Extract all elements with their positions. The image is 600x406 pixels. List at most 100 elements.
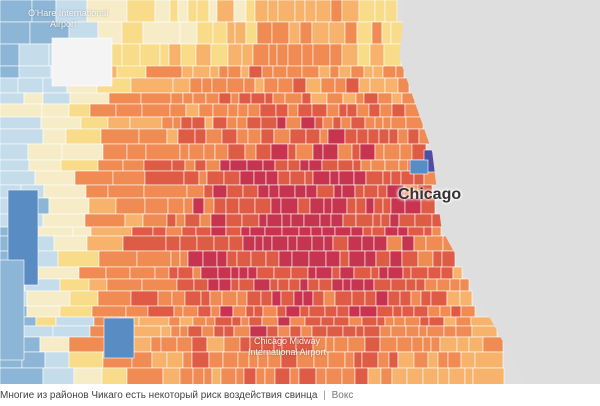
census-tract[interactable] [413, 351, 429, 369]
census-tract[interactable] [103, 317, 135, 359]
census-tract[interactable] [105, 266, 131, 280]
census-tract[interactable] [289, 128, 307, 145]
census-tract[interactable] [203, 197, 215, 215]
census-tract[interactable] [285, 305, 301, 318]
census-tract[interactable] [101, 367, 128, 384]
census-tract[interactable] [265, 250, 280, 268]
census-tract[interactable] [131, 351, 153, 369]
census-tract[interactable] [447, 351, 462, 369]
census-tract[interactable] [256, 266, 275, 280]
census-tract[interactable] [365, 170, 384, 186]
census-tract[interactable] [330, 0, 343, 23]
census-tract[interactable] [464, 367, 474, 384]
census-tract[interactable] [377, 92, 393, 105]
census-tract[interactable] [425, 235, 444, 252]
census-tract[interactable] [358, 0, 376, 23]
census-tract[interactable] [184, 213, 201, 228]
census-tract[interactable] [405, 116, 424, 130]
census-tract[interactable] [26, 305, 61, 318]
census-tract[interactable] [201, 77, 213, 94]
census-tract[interactable] [308, 305, 326, 318]
census-tract[interactable] [426, 325, 445, 338]
census-tract[interactable] [260, 116, 278, 130]
census-tract[interactable] [277, 316, 291, 327]
census-tract[interactable] [180, 116, 193, 130]
census-tract[interactable] [293, 290, 304, 307]
census-tract[interactable] [205, 159, 221, 172]
census-tract[interactable] [108, 92, 142, 105]
census-tract[interactable] [141, 103, 171, 118]
census-tract[interactable] [355, 197, 367, 215]
census-tract[interactable] [216, 250, 228, 268]
census-tract[interactable] [378, 266, 389, 280]
census-tract[interactable] [208, 0, 218, 23]
census-tract[interactable] [374, 116, 384, 130]
census-tract[interactable] [344, 351, 355, 369]
census-tract[interactable] [310, 92, 328, 105]
census-tract[interactable] [391, 103, 406, 118]
census-tract[interactable] [350, 65, 365, 79]
census-tract[interactable] [221, 128, 238, 145]
census-tract[interactable] [401, 305, 415, 318]
census-tract[interactable] [209, 65, 220, 79]
census-tract[interactable] [238, 278, 255, 292]
census-tract[interactable] [372, 213, 382, 228]
census-tract[interactable] [197, 305, 212, 318]
census-tract[interactable] [69, 290, 99, 307]
census-tract[interactable] [338, 65, 352, 79]
census-tract[interactable] [216, 0, 235, 23]
census-tract[interactable] [264, 92, 274, 105]
census-tract[interactable] [210, 305, 221, 318]
census-tract[interactable] [393, 316, 406, 327]
census-tract[interactable] [359, 143, 376, 161]
census-tract[interactable] [346, 103, 358, 118]
census-tract[interactable] [166, 128, 179, 145]
census-tract[interactable] [377, 184, 388, 199]
census-tract[interactable] [405, 325, 420, 338]
census-tract[interactable] [404, 316, 421, 327]
census-tract[interactable] [450, 305, 462, 318]
census-tract[interactable] [97, 290, 132, 307]
census-tract[interactable] [225, 213, 243, 228]
census-tract[interactable] [286, 65, 303, 79]
census-tract[interactable] [167, 197, 185, 215]
census-tract[interactable] [243, 77, 256, 94]
census-tract[interactable] [0, 103, 43, 118]
census-tract[interactable] [18, 43, 50, 67]
census-tract[interactable] [340, 116, 352, 130]
census-tract[interactable] [227, 143, 246, 161]
census-tract[interactable] [270, 143, 289, 161]
census-tract[interactable] [28, 159, 62, 172]
census-tract[interactable] [323, 197, 333, 215]
census-tract[interactable] [245, 0, 256, 23]
census-tract[interactable] [205, 92, 220, 105]
census-tract[interactable] [315, 0, 332, 23]
census-tract[interactable] [338, 170, 355, 186]
census-tract[interactable] [203, 184, 214, 199]
census-tract[interactable] [208, 351, 224, 369]
census-tract[interactable] [415, 278, 426, 292]
census-tract[interactable] [236, 250, 252, 268]
census-tract[interactable] [356, 103, 370, 118]
census-tract[interactable] [324, 305, 338, 318]
census-tract[interactable] [187, 325, 203, 338]
census-tract[interactable] [35, 266, 80, 280]
census-tract[interactable] [241, 43, 254, 67]
census-tract[interactable] [55, 316, 95, 327]
census-tract[interactable] [337, 143, 353, 161]
census-tract[interactable] [274, 367, 291, 384]
census-tract[interactable] [73, 367, 103, 384]
census-tract[interactable] [240, 316, 250, 327]
census-tract[interactable] [147, 305, 175, 318]
census-tract[interactable] [27, 143, 63, 161]
census-tract[interactable] [254, 235, 264, 252]
census-tract[interactable] [204, 116, 214, 130]
census-tract[interactable] [84, 213, 126, 228]
census-tract[interactable] [225, 226, 242, 237]
census-tract[interactable] [247, 103, 261, 118]
census-tract[interactable] [364, 290, 377, 307]
census-tract[interactable] [384, 316, 395, 327]
census-tract[interactable] [278, 250, 293, 268]
census-tract[interactable] [145, 143, 181, 161]
census-tract[interactable] [353, 170, 367, 186]
